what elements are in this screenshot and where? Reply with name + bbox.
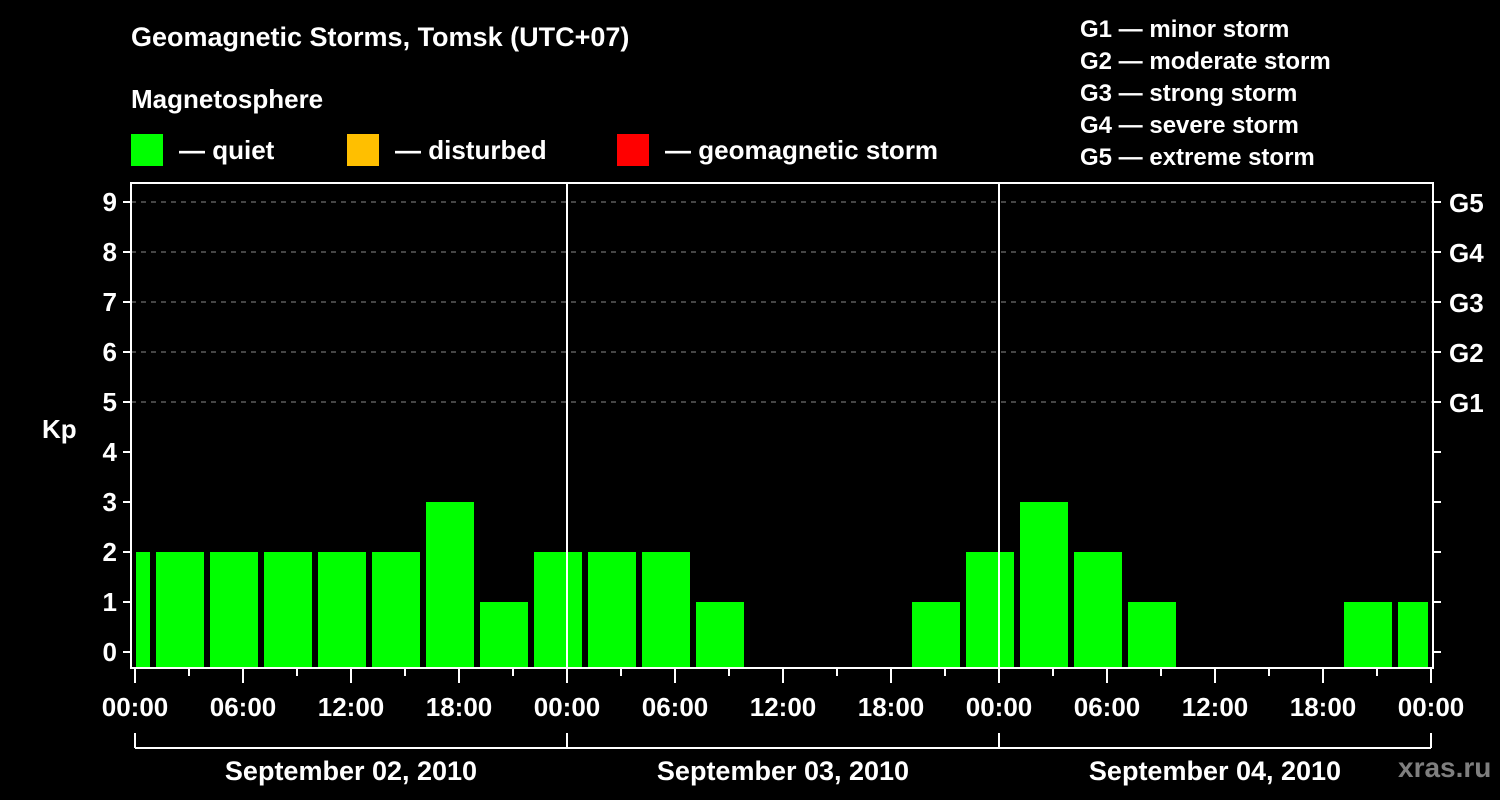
disturbed-swatch-icon: [347, 134, 379, 166]
g-scale-label: G5: [1449, 188, 1484, 218]
chart-subtitle: Magnetosphere: [131, 84, 324, 114]
kp-bar: [1128, 602, 1176, 667]
kp-bar: [1398, 602, 1428, 667]
g-scale-label: G3: [1449, 288, 1484, 318]
kp-bar: [318, 552, 366, 667]
quiet-swatch-icon: [131, 134, 163, 166]
storm-swatch-icon: [617, 134, 649, 166]
kp-bar: [1074, 552, 1122, 667]
kp-bar: [136, 552, 150, 667]
x-tick-label: 00:00: [1398, 692, 1465, 722]
kp-bar: [966, 552, 1014, 667]
y-tick-label: 0: [103, 637, 117, 667]
x-tick-label: 12:00: [318, 692, 385, 722]
kp-bar: [210, 552, 258, 667]
x-tick-label: 18:00: [858, 692, 925, 722]
y-tick-label: 4: [103, 437, 118, 467]
x-tick-label: 18:00: [426, 692, 493, 722]
g-scale-label: G2: [1449, 338, 1484, 368]
kp-bar: [372, 552, 420, 667]
kp-bar: [480, 602, 528, 667]
x-tick-label: 18:00: [1290, 692, 1357, 722]
kp-bar: [642, 552, 690, 667]
legend-quiet-label: — quiet: [179, 134, 275, 165]
kp-bar: [156, 552, 204, 667]
kp-bar: [588, 552, 636, 667]
y-tick-label: 1: [103, 587, 117, 617]
y-axis-label: Kp: [42, 414, 77, 444]
chart-title: Geomagnetic Storms, Tomsk (UTC+07): [131, 22, 630, 52]
kp-bar: [426, 502, 474, 667]
day-label: September 03, 2010: [657, 756, 909, 786]
y-tick-label: 3: [103, 487, 117, 517]
storm-scale-g1: G1 — minor storm: [1080, 16, 1290, 43]
legend-storm-label: — geomagnetic storm: [665, 134, 939, 165]
day-label: September 04, 2010: [1089, 756, 1341, 786]
x-tick-label: 12:00: [1182, 692, 1249, 722]
x-tick-label: 00:00: [966, 692, 1033, 722]
x-tick-label: 06:00: [642, 692, 709, 722]
legend-quiet: — quiet: [131, 134, 274, 166]
y-tick-label: 7: [103, 287, 117, 317]
x-tick-label: 00:00: [534, 692, 601, 722]
y-tick-label: 6: [103, 337, 117, 367]
storm-scale-legend: G1 — minor storm G2 — moderate storm G3 …: [1080, 14, 1331, 174]
x-tick-label: 00:00: [102, 692, 169, 722]
x-tick-label: 12:00: [750, 692, 817, 722]
storm-scale-g2: G2 — moderate storm: [1080, 48, 1331, 75]
y-tick-label: 5: [103, 387, 117, 417]
g-scale-label: G4: [1449, 238, 1484, 268]
storm-scale-g3: G3 — strong storm: [1080, 80, 1298, 107]
y-tick-label: 2: [103, 537, 117, 567]
x-tick-label: 06:00: [210, 692, 277, 722]
storm-scale-g5: G5 — extreme storm: [1080, 144, 1315, 171]
x-tick-label: 06:00: [1074, 692, 1141, 722]
g-scale-label: G1: [1449, 388, 1484, 418]
kp-bar: [696, 602, 744, 667]
y-tick-label: 9: [103, 187, 117, 217]
y-tick-label: 8: [103, 237, 117, 267]
kp-bar: [534, 552, 582, 667]
legend-disturbed: — disturbed: [347, 134, 547, 166]
watermark: xras.ru: [1398, 752, 1492, 783]
legend-disturbed-label: — disturbed: [395, 134, 547, 165]
storm-scale-g4: G4 — severe storm: [1080, 112, 1299, 139]
day-label: September 02, 2010: [225, 756, 477, 786]
kp-bar: [1020, 502, 1068, 667]
kp-bar: [264, 552, 312, 667]
legend-storm: — geomagnetic storm: [617, 134, 938, 166]
kp-bar: [1344, 602, 1392, 667]
kp-bar: [912, 602, 960, 667]
